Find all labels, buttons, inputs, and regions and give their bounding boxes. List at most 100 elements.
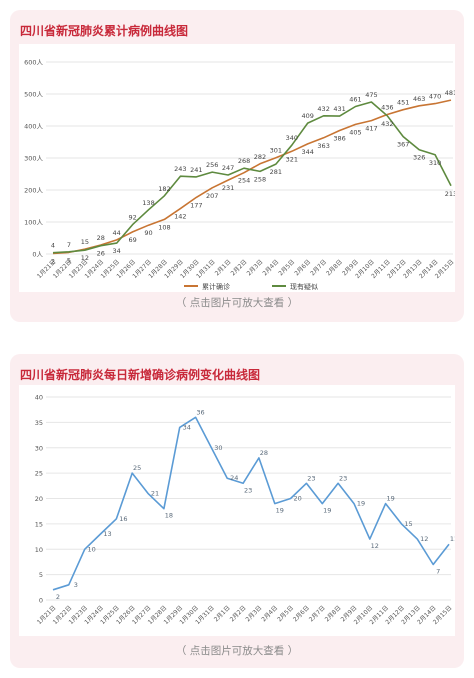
x-tick-label: 2月7日	[308, 604, 327, 623]
data-label: 34	[183, 423, 191, 431]
data-label: 90	[144, 229, 152, 237]
data-label: 138	[142, 199, 154, 207]
legend-label: 累计确诊	[202, 282, 230, 291]
data-label: 258	[254, 175, 266, 183]
x-tick-label: 2月6日	[293, 258, 312, 277]
data-label: 310	[429, 159, 441, 167]
data-label: 28	[260, 449, 268, 457]
data-label: 44	[113, 229, 121, 237]
data-label: 12	[371, 542, 379, 550]
data-label: 386	[333, 134, 345, 142]
data-label: 11	[450, 535, 455, 543]
daily-new-chart-card: 四川省新冠肺炎每日新增确诊病例变化曲线图 0 5 10 15 20 25 30 35 40 1月2…	[10, 354, 464, 668]
x-tick-label: 2月5日	[277, 258, 296, 277]
data-label: 254	[238, 177, 250, 185]
data-label: 436	[381, 103, 393, 111]
data-label: 431	[333, 105, 345, 113]
data-label: 432	[317, 105, 329, 113]
data-label: 243	[174, 165, 186, 173]
data-label: 12	[420, 535, 428, 543]
y-tick-label: 35	[35, 419, 43, 427]
data-label: 15	[81, 238, 89, 246]
y-tick-label: 200人	[24, 187, 43, 195]
data-label: 23	[339, 474, 347, 482]
data-label: 367	[397, 141, 409, 149]
data-label: 28	[97, 234, 105, 242]
data-label: 2	[51, 257, 55, 265]
data-label: 23	[307, 474, 315, 482]
data-label: 15	[404, 520, 412, 528]
data-label: 12	[81, 254, 89, 262]
data-label: 282	[254, 153, 266, 161]
data-label: 481	[445, 89, 455, 97]
cumulative-chart-image[interactable]: 0人 100人 200人 300人 400人 500人 600人 1月21日 1月22日 1月23…	[19, 44, 455, 292]
data-label: 69	[128, 236, 136, 244]
data-label: 5	[67, 256, 71, 264]
data-label: 177	[190, 201, 202, 209]
x-tick-label: 2月3日	[246, 258, 265, 277]
data-label: 281	[270, 168, 282, 176]
data-label: 13	[103, 530, 111, 538]
data-label: 182	[158, 185, 170, 193]
x-tick-label: 2月7日	[309, 258, 328, 277]
data-label: 7	[67, 241, 71, 249]
data-label: 405	[349, 128, 361, 136]
data-label: 10	[88, 545, 96, 553]
data-label: 30	[214, 444, 222, 452]
data-label: 247	[222, 164, 234, 172]
data-label: 417	[365, 125, 377, 133]
data-label: 18	[165, 512, 173, 520]
y-tick-label: 0人	[32, 251, 43, 259]
y-tick-label: 5	[39, 571, 43, 579]
series-line	[52, 101, 452, 254]
cumulative-chart-card: 四川省新冠肺炎累计病例曲线图 0人 100人 200人 300人 400人 500人 600…	[10, 10, 464, 322]
data-label: 241	[190, 166, 202, 174]
y-tick-label: 500人	[24, 91, 43, 99]
x-tick-label: 2月3日	[244, 604, 263, 623]
x-tick-label: 2月2日	[229, 604, 248, 623]
data-label: 24	[230, 474, 238, 482]
data-label: 19	[323, 507, 331, 515]
data-label: 25	[133, 464, 141, 472]
data-label: 19	[386, 495, 394, 503]
data-label: 344	[302, 148, 314, 156]
x-tick-label: 2月5日	[276, 604, 295, 623]
data-label: 340	[286, 134, 298, 142]
data-label: 207	[206, 192, 218, 200]
data-label: 20	[293, 495, 301, 503]
data-label: 92	[128, 214, 136, 222]
data-label: 475	[365, 91, 377, 99]
data-label: 21	[151, 489, 159, 497]
y-tick-label: 15	[35, 520, 43, 528]
data-label: 7	[436, 567, 440, 575]
data-label: 23	[244, 486, 252, 494]
y-tick-label: 30	[35, 444, 43, 452]
y-tick-label: 400人	[24, 123, 43, 131]
y-tick-label: 300人	[24, 155, 43, 163]
data-label: 213	[445, 190, 455, 198]
cumulative-line-chart: 0人100人200人300人400人500人600人1月21日1月22日1月23…	[24, 59, 455, 292]
data-label: 268	[238, 157, 250, 165]
y-tick-label: 0	[39, 597, 43, 605]
daily-new-chart-title: 四川省新冠肺炎每日新增确诊病例变化曲线图	[20, 368, 261, 382]
data-label: 326	[413, 154, 425, 162]
x-tick-label: 2月1日	[214, 258, 233, 277]
y-tick-label: 10	[35, 546, 43, 554]
data-label: 34	[113, 247, 121, 255]
data-label: 409	[302, 112, 314, 120]
data-label: 470	[429, 93, 441, 101]
zoom-hint-caption: （ 点击图片可放大查看 ）	[175, 645, 299, 657]
y-tick-label: 25	[35, 470, 43, 478]
cumulative-chart-title: 四川省新冠肺炎累计病例曲线图	[20, 24, 189, 38]
y-tick-label: 100人	[24, 219, 43, 227]
data-label: 19	[357, 500, 365, 508]
data-label: 108	[158, 223, 170, 231]
data-label: 16	[119, 515, 127, 523]
y-tick-label: 40	[35, 394, 43, 402]
data-label: 461	[349, 95, 361, 103]
data-label: 231	[222, 184, 234, 192]
daily-new-chart-image[interactable]: 0 5 10 15 20 25 30 35 40 1月21日 1月22日 1月23日 1月24日 1月25…	[19, 385, 455, 636]
data-label: 432	[381, 120, 393, 128]
data-label: 142	[174, 213, 186, 221]
data-label: 2	[56, 593, 60, 601]
